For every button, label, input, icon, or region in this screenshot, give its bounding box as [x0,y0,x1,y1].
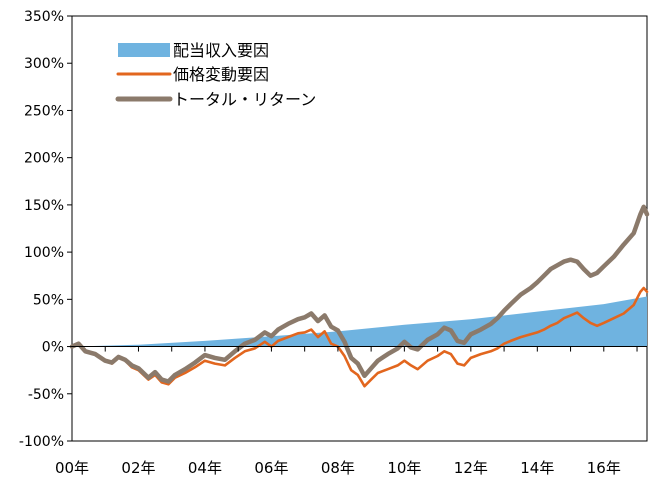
series-line-total-return [69,204,650,384]
y-tick-label: 250% [24,103,64,119]
x-tick-label: 12年 [454,459,488,477]
x-tick-label: 06年 [254,459,288,477]
y-tick-label: 200% [24,151,64,167]
legend-label: 価格変動要因 [173,65,269,84]
legend-label: トータル・リターン [173,90,316,109]
x-tick-label: 02年 [121,459,155,477]
axes-layer: 350% 300% 250% 200% 150% 100% 50% 0% -50% -100% 00… [19,9,647,477]
x-tick-label: 08年 [321,459,355,477]
dividend-area-layer [72,296,647,347]
legend-swatch-dividend [118,43,170,57]
series-lines-layer [69,204,650,388]
series-line-price [70,286,649,388]
x-tick-label: 16年 [587,459,621,477]
y-tick-label: 350% [24,9,64,25]
y-tick-label: 300% [24,56,64,72]
legend-label: 配当収入要因 [173,41,269,60]
y-tick-label: -100% [19,434,64,450]
x-tick-label: 04年 [188,459,222,477]
y-tick-label: 0% [42,340,64,356]
y-tick-label: 100% [24,245,64,261]
x-tick-label: 00年 [55,459,89,477]
y-tick-label: -50% [28,387,64,403]
y-tick-label: 50% [33,292,64,308]
series-area-dividend [72,296,647,347]
x-tick-label: 10年 [387,459,421,477]
y-tick-label: 150% [24,198,64,214]
x-tick-label: 14年 [520,459,554,477]
